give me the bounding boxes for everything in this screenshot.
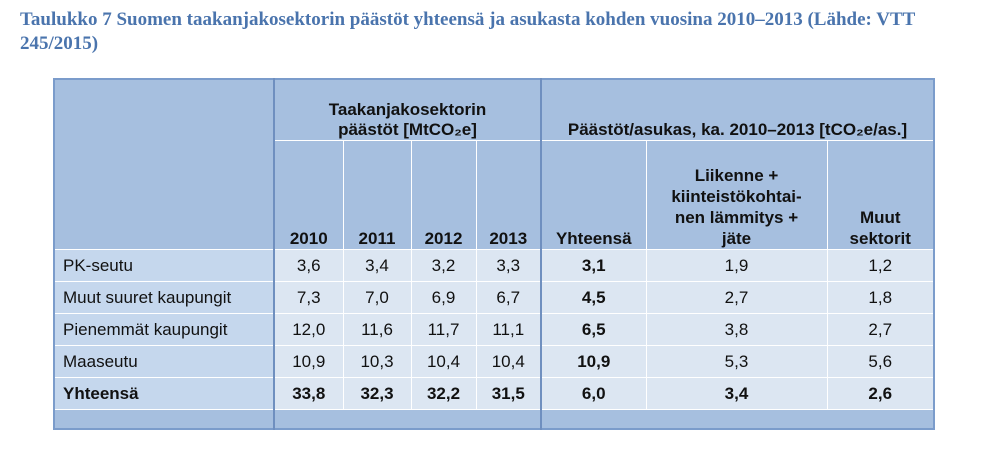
table: Taakanjakosektorin päästöt [MtCO₂e] Pääst… (53, 78, 935, 430)
header-line: nen lämmitys + (674, 208, 799, 227)
table-cell: 7,0 (342, 281, 412, 314)
header-row: Taakanjakosektorin päästöt [MtCO₂e] Pääst… (53, 78, 935, 250)
header-line: kiinteistökohtai- (671, 187, 802, 206)
table-cell: 6,7 (475, 281, 542, 314)
column-header: 2013 (475, 140, 542, 250)
table-cell: 2,7 (826, 313, 935, 346)
table-cell: 3,4 (342, 249, 412, 282)
column-header: Muut sektorit (826, 140, 935, 250)
table-cell: 3,1 (540, 249, 647, 282)
header-row: 2010 2011 2012 2013 Yhteensä Liikenne + kiinte… (54, 140, 935, 250)
table-cell: 3,3 (475, 249, 542, 282)
table-cell: 6,0 (540, 377, 647, 410)
table-row: Pienemmät kaupungit 12,0 11,6 11,7 11,1 6,5 3,… (53, 313, 935, 346)
table-cell: 3,8 (645, 313, 828, 346)
table-cell: 5,6 (826, 345, 935, 378)
table-cell: 2,6 (826, 377, 935, 410)
row-label: PK-seutu (53, 249, 275, 282)
table-cell: 10,9 (540, 345, 647, 378)
table-cell: 3,2 (410, 249, 477, 282)
header-line: jäte (721, 229, 752, 248)
column-header: 2010 (273, 140, 344, 250)
header-line: Muut (859, 208, 901, 227)
table-cell: 33,8 (273, 377, 344, 410)
table-row: Maaseutu 10,9 10,3 10,4 10,4 10,9 5,3 5,6 (53, 345, 935, 378)
table-cell: 6,9 (410, 281, 477, 314)
table-cell: 10,4 (475, 345, 542, 378)
column-header: 2012 (410, 140, 477, 250)
caption-title: Taulukko 7 Suomen taakanjakosektorin pää… (20, 9, 915, 54)
row-label: Maaseutu (53, 345, 275, 378)
table-row: Muut suuret kaupungit 7,3 7,0 6,9 6,7 4,5 2,7 1… (53, 281, 935, 314)
table-cell: 10,4 (410, 345, 477, 378)
table-cell: 4,5 (540, 281, 647, 314)
corner-cell (53, 78, 275, 250)
row-label: Pienemmät kaupungit (53, 313, 275, 346)
table-cell: 11,1 (475, 313, 542, 346)
column-header: 2011 (342, 140, 412, 250)
table-cell: 32,3 (342, 377, 412, 410)
footer-cell (53, 409, 275, 430)
table-cell: 12,0 (273, 313, 344, 346)
header-line: sektorit (849, 229, 911, 248)
table-cell: 10,3 (342, 345, 412, 378)
column-header: Liikenne + kiinteistökohtai-nen lämmitys … (645, 140, 828, 250)
table-cell: 6,5 (540, 313, 647, 346)
table-cell: 3,6 (273, 249, 344, 282)
table-cell: 1,9 (645, 249, 828, 282)
row-label: Yhteensä (53, 377, 275, 410)
table-row: Yhteensä 33,8 32,3 32,2 31,5 6,0 3,4 2,6 (53, 377, 935, 410)
footer-cell (540, 409, 935, 430)
footer-cell (273, 409, 542, 430)
row-label: Muut suuret kaupungit (53, 281, 275, 314)
table-cell: 32,2 (410, 377, 477, 410)
table-cell: 11,7 (410, 313, 477, 346)
table-cell: 5,3 (645, 345, 828, 378)
group-header: Taakanjakosektorin päästöt [MtCO₂e] (273, 78, 542, 141)
header-line: Liikenne + (694, 166, 779, 185)
table-cell: 31,5 (475, 377, 542, 410)
table-cell: 7,3 (273, 281, 344, 314)
column-header: Yhteensä (540, 140, 647, 250)
table-cell: 1,2 (826, 249, 935, 282)
table-cell: 3,4 (645, 377, 828, 410)
group-header: Päästöt/asukas, ka. 2010–2013 [tCO₂e/as.… (540, 78, 935, 141)
table-cell: 10,9 (273, 345, 344, 378)
table-row: PK-seutu 3,6 3,4 3,2 3,3 3,1 1,9 1,2 (53, 249, 935, 282)
footer-row (53, 409, 935, 430)
table-cell: 2,7 (645, 281, 828, 314)
table-cell: 1,8 (826, 281, 935, 314)
table-cell: 11,6 (342, 313, 412, 346)
